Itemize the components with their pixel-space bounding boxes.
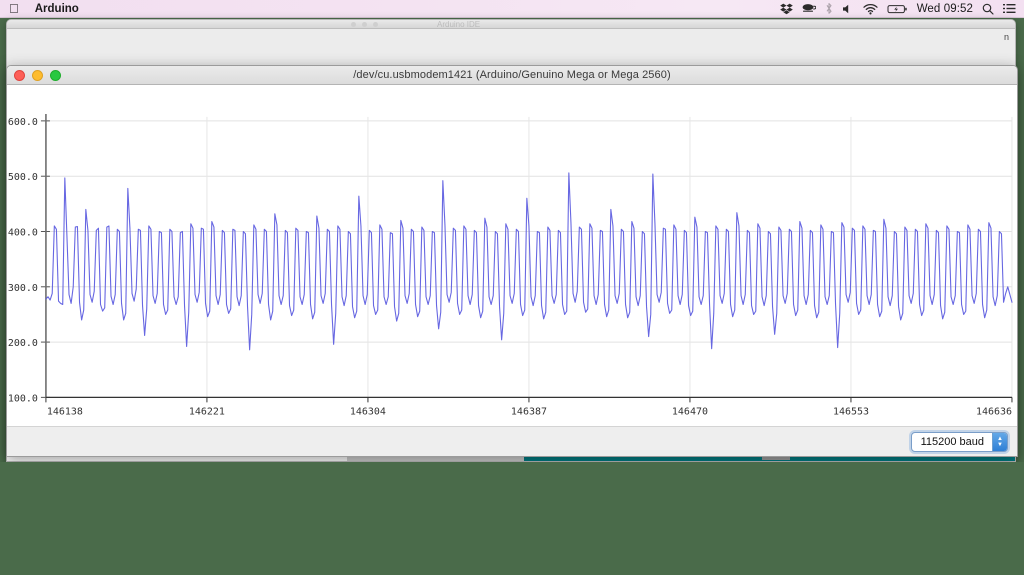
- baud-rate-value: 115200 baud: [920, 435, 984, 448]
- bluetooth-icon[interactable]: [825, 1, 833, 17]
- menubar-clock[interactable]: Wed 09:52: [916, 2, 973, 15]
- desktop-background: [0, 462, 1024, 575]
- svg-text:146387: 146387: [511, 406, 547, 417]
- minimize-button[interactable]: [32, 70, 43, 81]
- background-window-titlebar[interactable]: Arduino IDE: [7, 20, 1015, 29]
- macos-menubar:  Arduino Wed 09:52: [0, 0, 1024, 18]
- wifi-icon[interactable]: [863, 1, 878, 17]
- apple-menu-icon[interactable]: : [9, 2, 26, 16]
- chevron-down-icon: ▼: [997, 441, 1003, 448]
- serial-plotter-titlebar[interactable]: /dev/cu.usbmodem1421 (Arduino/Genuino Me…: [7, 66, 1017, 85]
- svg-text:600.0: 600.0: [8, 117, 38, 128]
- svg-text:400.0: 400.0: [8, 227, 38, 238]
- bg-right-edge-letter: n: [1003, 32, 1009, 42]
- svg-text:100.0: 100.0: [8, 393, 38, 404]
- baud-stepper-icon[interactable]: ▲ ▼: [992, 432, 1007, 451]
- svg-text:146138: 146138: [47, 406, 83, 417]
- search-icon[interactable]: [982, 1, 994, 17]
- menubar-app-name[interactable]: Arduino: [25, 2, 79, 15]
- bg-minimize-button[interactable]: [362, 22, 367, 27]
- volume-icon[interactable]: [842, 1, 854, 17]
- zoom-button[interactable]: [50, 70, 61, 81]
- window-controls[interactable]: [14, 70, 61, 81]
- notification-center-icon[interactable]: [1003, 1, 1016, 17]
- svg-text:146636: 146636: [976, 406, 1012, 417]
- svg-text:146470: 146470: [672, 406, 708, 417]
- svg-text:500.0: 500.0: [8, 172, 38, 183]
- serial-plotter-footer: 115200 baud ▲ ▼: [7, 426, 1017, 456]
- svg-text:146221: 146221: [189, 406, 225, 417]
- serial-plot-chart: 100.0 200.0 300.0 400.0 500.0 600.0 146138 1462…: [8, 113, 1013, 417]
- chevron-up-icon: ▲: [997, 435, 1003, 442]
- window-title: /dev/cu.usbmodem1421 (Arduino/Genuino Me…: [353, 69, 671, 81]
- background-window-title: Arduino IDE: [437, 20, 481, 29]
- serial-plotter-window[interactable]: /dev/cu.usbmodem1421 (Arduino/Genuino Me…: [6, 65, 1018, 457]
- close-button[interactable]: [14, 70, 25, 81]
- caffeine-icon[interactable]: [802, 1, 816, 17]
- svg-text:146553: 146553: [833, 406, 869, 417]
- svg-text:300.0: 300.0: [8, 283, 38, 294]
- battery-charging-icon[interactable]: [887, 1, 908, 17]
- bg-zoom-button[interactable]: [373, 22, 378, 27]
- bg-close-button[interactable]: [351, 22, 356, 27]
- baud-rate-select[interactable]: 115200 baud ▲ ▼: [910, 431, 1008, 452]
- plot-area: 100.0 200.0 300.0 400.0 500.0 600.0 146138 1462…: [7, 85, 1017, 426]
- svg-text:200.0: 200.0: [8, 338, 38, 349]
- dropbox-icon[interactable]: [779, 1, 793, 17]
- svg-text:146304: 146304: [350, 406, 386, 417]
